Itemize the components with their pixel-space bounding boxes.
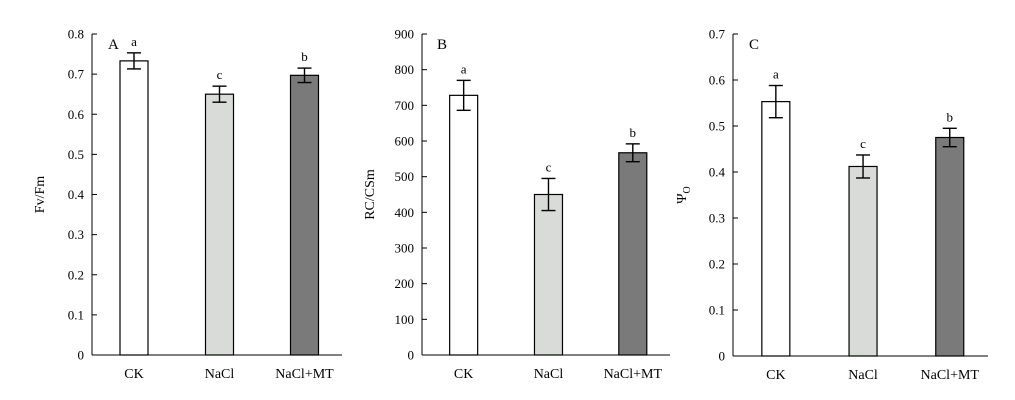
significance-label: a	[131, 34, 137, 49]
y-tick-label: 0	[78, 348, 85, 363]
y-tick-label: 0.3	[68, 227, 84, 242]
significance-label: b	[947, 109, 954, 124]
significance-label: a	[773, 67, 779, 82]
y-tick-label: 900	[395, 27, 415, 42]
y-axis-label: ΨO	[675, 186, 693, 204]
y-axis-label-subscript: O	[682, 186, 693, 193]
y-tick-label: 0.3	[709, 211, 725, 226]
bar-nacl-mt	[289, 74, 320, 356]
y-tick-label: 0.7	[68, 67, 85, 82]
y-tick-label: 0.6	[709, 73, 726, 88]
significance-label: c	[546, 159, 552, 174]
y-axis-label: Fv/Fm	[33, 176, 48, 213]
y-tick-label: 0.6	[68, 107, 85, 122]
x-category-label: NaCl+MT	[921, 368, 980, 383]
y-tick-label: 700	[395, 98, 415, 113]
x-category-label: NaCl	[205, 367, 235, 382]
significance-label: c	[217, 67, 223, 82]
y-tick-label: 500	[395, 169, 415, 184]
y-tick-label: 400	[395, 205, 415, 220]
x-category-label: CK	[124, 367, 143, 382]
y-tick-label: 300	[395, 241, 415, 256]
bar-nacl-mt	[618, 152, 648, 356]
bar-ck	[761, 101, 791, 357]
y-tick-label: 0	[408, 348, 415, 363]
significance-label: a	[461, 61, 467, 76]
y-tick-label: 0.1	[709, 303, 725, 318]
y-tick-label: 0.4	[68, 187, 85, 202]
significance-label: b	[630, 125, 637, 140]
bar-ck	[449, 94, 479, 356]
bar-ck	[119, 60, 149, 356]
bar-nacl	[533, 193, 564, 356]
x-category-label: NaCl+MT	[275, 367, 334, 382]
bar-nacl	[848, 165, 878, 357]
y-tick-label: 200	[395, 276, 415, 291]
y-tick-label: 600	[395, 134, 415, 149]
y-tick-label: 0.1	[68, 307, 84, 322]
x-category-label: CK	[766, 368, 785, 383]
panel-letter: C	[749, 37, 759, 53]
significance-label: c	[860, 136, 866, 151]
chart-panel-a: 0 0.1 0.2 0.3 0.4 0.5 0.6 0.7 0.8 Fv/Fm A a CK c NaCl b…	[33, 27, 342, 382]
y-axis-label: RC/CSm	[363, 169, 378, 220]
y-tick-label: 0.2	[68, 267, 84, 282]
bar-nacl	[204, 93, 235, 356]
y-tick-label: 0.7	[709, 27, 726, 42]
y-tick-label: 0.4	[709, 165, 726, 180]
y-tick-label: 0	[719, 349, 726, 364]
bar-nacl-mt	[935, 136, 965, 357]
y-tick-label: 0.5	[709, 119, 725, 134]
x-category-label: CK	[454, 367, 473, 382]
y-tick-label: 100	[395, 312, 415, 327]
y-tick-label: 0.2	[709, 257, 725, 272]
chart-panel-c: 0 0.1 0.2 0.3 0.4 0.5 0.6 0.7 ΨO Ca CK c NaCl b NaCl+M…	[675, 27, 988, 383]
significance-label: b	[301, 49, 308, 64]
y-tick-label: 800	[395, 62, 415, 77]
y-tick-label: 0.8	[68, 27, 84, 42]
x-category-label: NaCl+MT	[604, 367, 663, 382]
chart-panel-b: 0 100 200 300 400 500 600 700 800 900 RC/CSm Ba CK c N…	[363, 27, 670, 382]
y-tick-label: 0.5	[68, 147, 84, 162]
x-category-label: NaCl	[848, 368, 878, 383]
x-category-label: NaCl	[534, 367, 564, 382]
panel-letter: A	[108, 37, 119, 53]
panel-letter: B	[437, 37, 447, 53]
